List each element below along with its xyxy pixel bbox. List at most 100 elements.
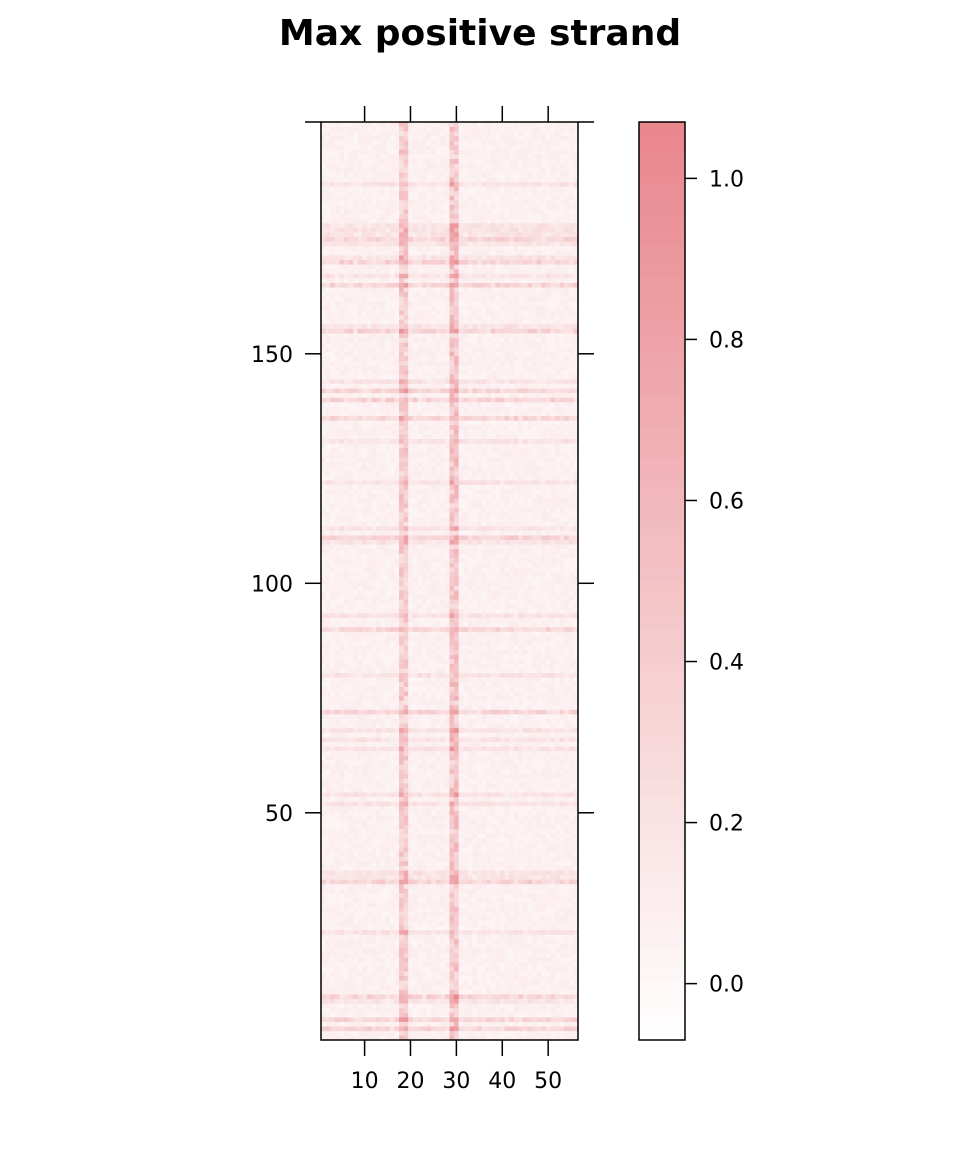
- heatmap-cell: [357, 1021, 363, 1027]
- heatmap-cell: [509, 939, 515, 944]
- heatmap-cell: [499, 663, 505, 669]
- heatmap-cell: [568, 732, 574, 738]
- heatmap-cell: [426, 934, 432, 940]
- heatmap-cell: [389, 856, 395, 862]
- heatmap-cell: [348, 971, 354, 977]
- heatmap-cell: [568, 957, 574, 963]
- heatmap-cell: [440, 1003, 446, 1009]
- heatmap-cell: [532, 741, 537, 747]
- heatmap-cell: [449, 631, 455, 637]
- heatmap-cell: [440, 980, 446, 986]
- heatmap-cell: [339, 727, 345, 733]
- heatmap-cell: [389, 631, 395, 637]
- heatmap-cell: [573, 746, 579, 752]
- heatmap-cell: [408, 920, 414, 926]
- heatmap-cell: [467, 856, 473, 862]
- heatmap-cell: [564, 833, 570, 839]
- heatmap-cell: [325, 893, 331, 899]
- heatmap-cell: [463, 989, 469, 995]
- heatmap-cell: [454, 893, 459, 899]
- heatmap-cell: [380, 631, 386, 637]
- heatmap-cell: [454, 1030, 459, 1036]
- heatmap-cell: [564, 911, 570, 917]
- heatmap-cell: [362, 838, 368, 843]
- heatmap-cell: [421, 961, 427, 967]
- heatmap-cell: [334, 952, 340, 958]
- heatmap-cell: [555, 792, 560, 798]
- heatmap-cell: [568, 672, 574, 678]
- heatmap-cell: [513, 663, 519, 669]
- heatmap-cell: [550, 824, 556, 830]
- heatmap-cell: [330, 659, 336, 664]
- heatmap-cell: [334, 1030, 340, 1036]
- heatmap-cell: [573, 631, 579, 637]
- heatmap-cell: [454, 663, 459, 669]
- heatmap-cell: [399, 1026, 404, 1032]
- heatmap-cell: [362, 847, 368, 853]
- heatmap-cell: [440, 1012, 446, 1018]
- heatmap-cell: [481, 709, 487, 715]
- heatmap-cell: [408, 989, 414, 995]
- heatmap-cell: [495, 911, 501, 917]
- heatmap-cell: [408, 842, 414, 848]
- heatmap-cell: [394, 943, 400, 949]
- heatmap-cell: [513, 659, 519, 664]
- heatmap-cell: [380, 760, 386, 765]
- heatmap-cell: [518, 893, 524, 899]
- heatmap-cell: [559, 1003, 565, 1009]
- heatmap-cell: [440, 957, 446, 963]
- heatmap-cell: [339, 998, 345, 1004]
- heatmap-cell: [472, 920, 478, 926]
- heatmap-cell: [408, 902, 414, 908]
- heatmap-cell: [545, 737, 551, 742]
- heatmap-cell: [463, 833, 469, 839]
- heatmap-cell: [339, 815, 345, 820]
- heatmap-cell: [463, 815, 469, 820]
- heatmap-cell: [458, 645, 464, 651]
- heatmap-cell: [550, 897, 556, 903]
- heatmap-cell: [348, 916, 354, 921]
- heatmap-cell: [449, 737, 455, 742]
- heatmap-cell: [399, 718, 404, 724]
- heatmap-cell: [362, 865, 368, 871]
- heatmap-cell: [564, 989, 570, 995]
- heatmap-cell: [532, 925, 537, 931]
- heatmap-cell: [348, 883, 354, 889]
- heatmap-cell: [334, 773, 340, 779]
- heatmap-cell: [486, 741, 492, 747]
- heatmap-cell: [343, 1012, 349, 1018]
- heatmap-cell: [477, 998, 482, 1004]
- heatmap-cell: [353, 1026, 359, 1032]
- heatmap-cell: [426, 691, 432, 697]
- heatmap-cell: [527, 764, 533, 770]
- heatmap-cell: [321, 645, 326, 651]
- heatmap-cell: [545, 636, 551, 641]
- heatmap-cell: [559, 645, 565, 651]
- heatmap-cell: [454, 782, 459, 788]
- heatmap-cell: [463, 741, 469, 747]
- heatmap-cell: [454, 691, 459, 697]
- heatmap-cell: [568, 939, 574, 944]
- heatmap-cell: [440, 746, 446, 752]
- heatmap-cell: [509, 911, 515, 917]
- heatmap-cell: [509, 916, 515, 921]
- heatmap-cell: [321, 893, 326, 899]
- heatmap-cell: [527, 755, 533, 761]
- heatmap-cell: [536, 902, 542, 908]
- heatmap-cell: [431, 691, 437, 697]
- heatmap-cell: [334, 961, 340, 967]
- heatmap-cell: [536, 801, 542, 807]
- heatmap-cell: [394, 686, 400, 692]
- heatmap-cell: [550, 723, 556, 729]
- heatmap-cell: [495, 961, 501, 967]
- heatmap-cell: [394, 668, 400, 674]
- heatmap-cell: [477, 668, 482, 674]
- heatmap-cell: [527, 672, 533, 678]
- heatmap-cell: [509, 902, 515, 908]
- heatmap-cell: [522, 1012, 528, 1018]
- heatmap-cell: [518, 957, 524, 963]
- heatmap-cell: [325, 948, 331, 954]
- heatmap-cell: [454, 998, 459, 1004]
- heatmap-cell: [568, 966, 574, 972]
- heatmap-cell: [477, 801, 482, 807]
